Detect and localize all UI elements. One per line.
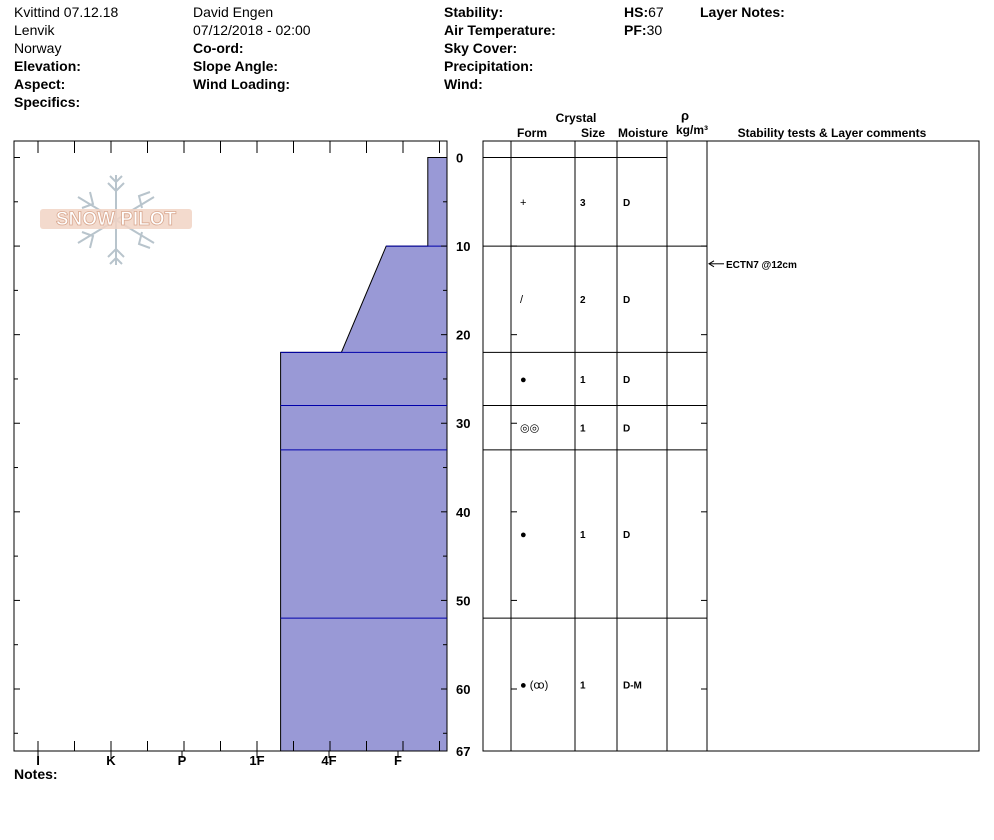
wind-loading-label: Wind Loading:	[193, 76, 291, 92]
grain-size: 1	[580, 681, 586, 692]
table-row: ◎◎ 1 D	[520, 423, 630, 435]
hardness-plot-left-ticks	[14, 157, 447, 734]
grain-form-symbol: ● (ꝏ)	[520, 680, 548, 692]
observation-datetime: 07/12/2018 - 02:00	[193, 22, 311, 38]
moisture-value: D-M	[623, 681, 642, 692]
coord-label: Co-ord:	[193, 40, 244, 56]
table-row: +3 D	[520, 197, 630, 209]
hardness-plot-top-ticks	[37, 141, 440, 153]
grain-form-symbol: +	[520, 197, 526, 209]
arrow-head-icon	[708, 260, 715, 268]
grain-size: 2	[580, 295, 586, 306]
moisture-value: D	[623, 375, 630, 386]
grain-form-symbol: /	[520, 294, 524, 306]
depth-tick-label: 30	[456, 416, 470, 431]
air-temperature-label: Air Temperature:	[444, 22, 556, 38]
table-row: ● 1 D	[520, 529, 630, 541]
layer-notes-label: Layer Notes:	[700, 4, 785, 20]
pf-label: PF:	[624, 22, 647, 38]
layer-table-depth-ticks	[511, 245, 707, 690]
depth-tick-label: 10	[456, 239, 470, 254]
density-rho-header: ρ	[681, 108, 689, 123]
pf-value: 30	[646, 22, 663, 38]
depth-tick-label: 40	[456, 505, 470, 520]
moisture-value: D	[623, 295, 630, 306]
hardness-tick-label: K	[106, 753, 116, 768]
observer-name: David Engen	[193, 4, 274, 20]
moisture-value: D	[623, 198, 630, 209]
hardness-tick-label: I	[36, 753, 40, 768]
hs-readout: HS:67	[624, 3, 664, 21]
hardness-tick-label: P	[178, 753, 187, 768]
moisture-header: Moisture	[618, 126, 668, 140]
grain-size: 1	[580, 375, 586, 386]
pf-readout: PF:30	[624, 21, 662, 39]
form-header: Form	[517, 126, 547, 140]
size-header: Size	[581, 126, 605, 140]
hardness-axis-ticks: I K P 1F 4F F	[36, 741, 440, 768]
aspect-label: Aspect:	[14, 76, 66, 92]
snowpilot-logo: SNOW PILOT	[40, 175, 192, 265]
location-name: Kvittind 07.12.18	[14, 4, 119, 20]
notes-label: Notes:	[14, 766, 58, 782]
elevation-label: Elevation:	[14, 58, 81, 74]
wind-label: Wind:	[444, 76, 483, 92]
depth-axis-labels: 0 10 20 30 40 50 60 67	[456, 151, 470, 760]
table-row: ● (ꝏ) 1 D-M	[520, 680, 642, 692]
depth-tick-label: 20	[456, 328, 470, 343]
layer-table-frame	[482, 140, 980, 752]
moisture-value: D	[623, 530, 630, 541]
grain-size: 1	[580, 424, 586, 435]
table-row: ● 1 D	[520, 374, 630, 386]
slope-angle-label: Slope Angle:	[193, 58, 279, 74]
grain-form-symbol: ●	[520, 374, 527, 386]
hs-value: 67	[648, 4, 664, 20]
hardness-tick-label: 1F	[249, 753, 264, 768]
specifics-label: Specifics:	[14, 94, 81, 110]
layer-table-column-lines	[510, 141, 708, 751]
stability-label: Stability:	[444, 4, 504, 20]
grain-form-symbol: ◎◎	[520, 423, 539, 435]
table-row: / 2 D	[520, 294, 630, 306]
hardness-tick-label: 4F	[321, 753, 336, 768]
stability-test-annotations: ECTN7 @12cm	[708, 260, 797, 271]
region-name: Lenvik	[14, 22, 55, 38]
hs-label: HS:	[624, 4, 649, 20]
density-unit-header: kg/m³	[676, 123, 708, 137]
grain-form-symbol: ●	[520, 529, 527, 541]
grain-size: 1	[580, 530, 586, 541]
grain-size: 3	[580, 198, 586, 209]
logo-text: SNOW PILOT	[56, 209, 177, 230]
hardness-tick-label: F	[394, 753, 402, 768]
moisture-value: D	[623, 424, 630, 435]
stability-test-label: ECTN7 @12cm	[726, 260, 797, 271]
precipitation-label: Precipitation:	[444, 58, 534, 74]
depth-tick-label: 50	[456, 593, 470, 608]
comments-header: Stability tests & Layer comments	[738, 126, 927, 140]
country-name: Norway	[14, 40, 62, 56]
layer-table-rows: +3 D / 2 D ● 1 D ◎◎ 1 D ● 1 D ● (ꝏ) 1 D-M	[483, 157, 707, 692]
crystal-header: Crystal	[556, 111, 597, 125]
layer-boundary-lines	[280, 245, 447, 619]
sky-cover-label: Sky Cover:	[444, 40, 518, 56]
depth-tick-label: 0	[456, 151, 463, 166]
depth-tick-label: 60	[456, 682, 470, 697]
depth-tick-label: 67	[456, 744, 470, 759]
